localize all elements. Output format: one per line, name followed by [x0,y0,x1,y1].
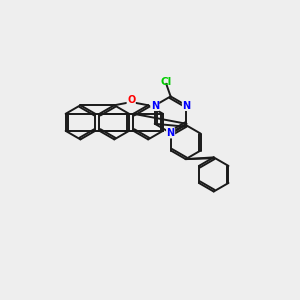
Text: N: N [151,100,159,110]
Text: O: O [127,95,135,105]
Text: N: N [167,128,175,138]
Text: Cl: Cl [160,77,172,87]
Text: N: N [182,100,190,110]
